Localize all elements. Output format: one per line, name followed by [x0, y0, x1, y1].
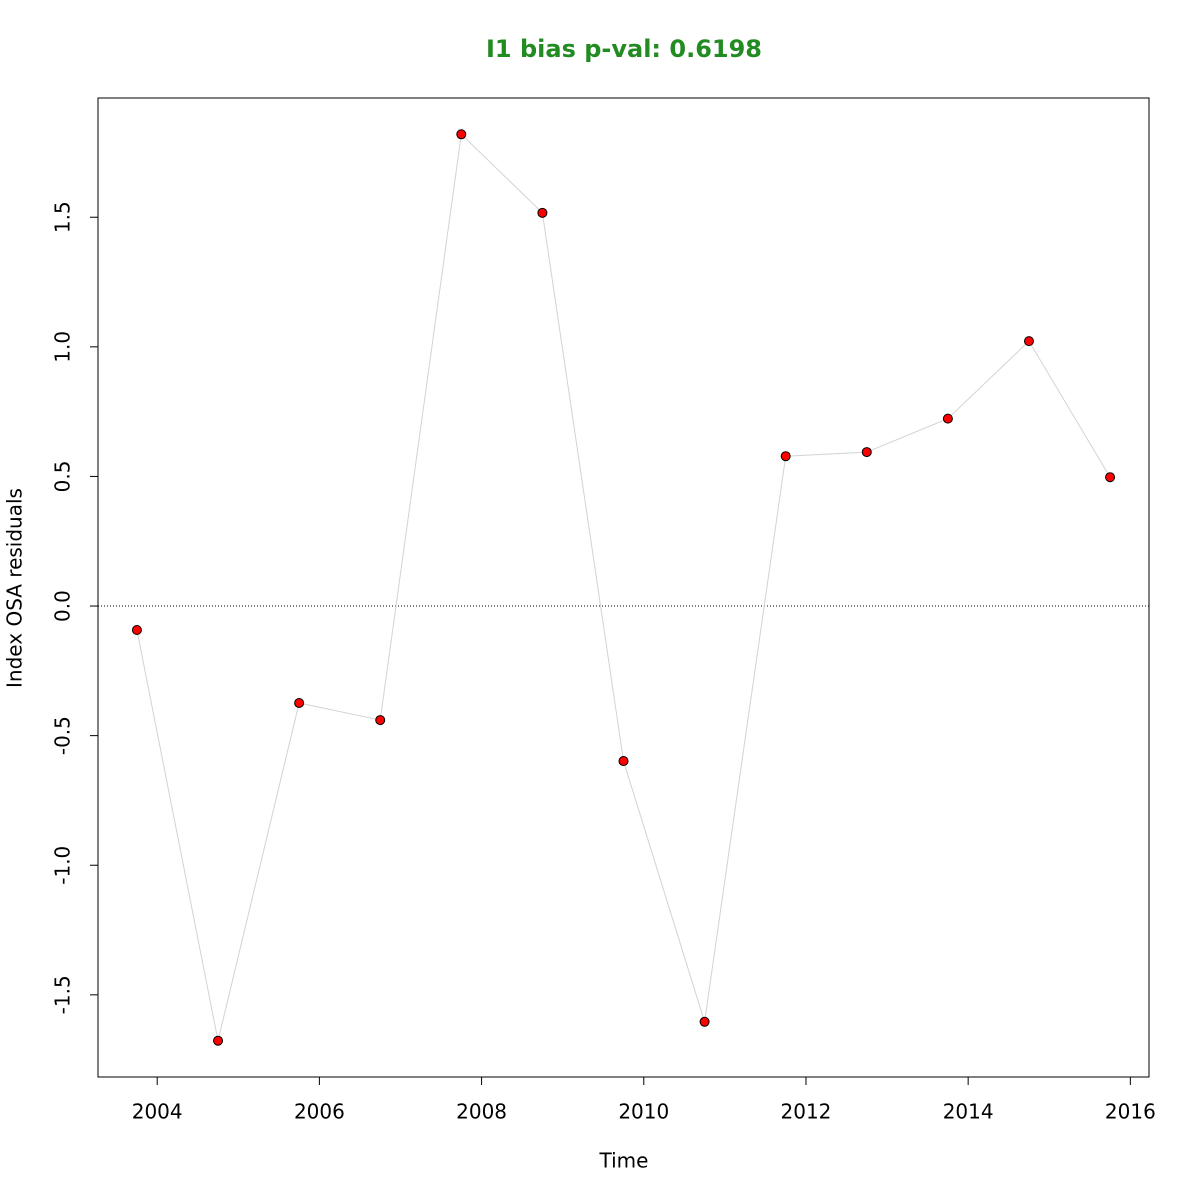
point: [618, 756, 629, 767]
x-tick-label: 2014: [943, 1100, 994, 1124]
plot-frame: [97, 97, 1150, 1078]
point: [699, 1016, 710, 1027]
y-tick-label: 0.0: [51, 590, 75, 622]
point: [131, 625, 142, 636]
point: [375, 715, 386, 726]
y-axis-label: Index OSA residuals: [3, 488, 27, 688]
x-tick-label: 2008: [456, 1100, 507, 1124]
y-tick-label: -0.5: [51, 716, 75, 755]
chart-title: I1 bias p-val: 0.6198: [486, 35, 762, 63]
x-axis-label: Time: [599, 1149, 649, 1173]
y-tick-label: -1.0: [51, 846, 75, 885]
y-tick-label: 1.5: [51, 201, 75, 233]
x-tick-label: 2010: [618, 1100, 669, 1124]
x-tick-label: 2004: [132, 1100, 183, 1124]
y-tick-label: -1.5: [51, 975, 75, 1014]
x-tick-label: 2016: [1105, 1100, 1156, 1124]
point: [1023, 336, 1034, 347]
x-tick-label: 2012: [781, 1100, 832, 1124]
point: [942, 413, 953, 424]
point: [861, 447, 872, 458]
point: [456, 129, 467, 140]
point: [780, 451, 791, 462]
x-tick-label: 2006: [294, 1100, 345, 1124]
point: [1105, 472, 1116, 483]
y-tick-label: 1.0: [51, 331, 75, 363]
point: [213, 1035, 224, 1046]
point: [537, 207, 548, 218]
point: [294, 697, 305, 708]
y-tick-label: 0.5: [51, 461, 75, 493]
